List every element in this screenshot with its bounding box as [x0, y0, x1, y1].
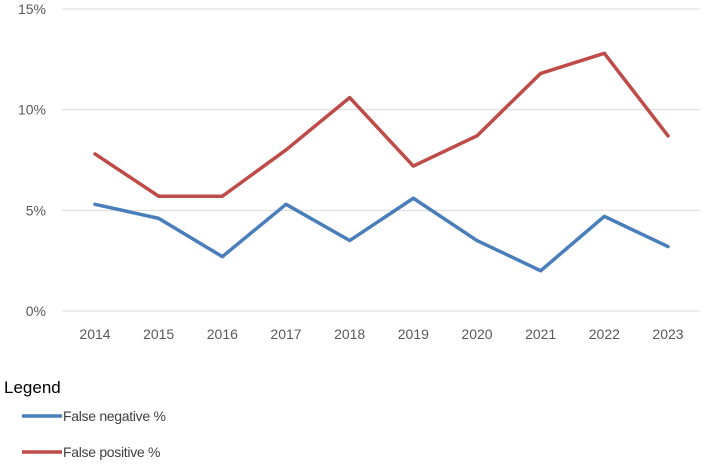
data-point — [348, 239, 352, 243]
data-point — [539, 269, 543, 273]
data-point — [475, 239, 479, 243]
x-tick-label: 2018 — [334, 326, 365, 342]
data-point — [157, 216, 161, 220]
data-point — [220, 194, 224, 198]
x-tick-label: 2016 — [207, 326, 238, 342]
data-point — [93, 202, 97, 206]
data-point — [475, 134, 479, 138]
y-tick-label: 10% — [18, 102, 46, 118]
data-point — [284, 148, 288, 152]
x-tick-label: 2023 — [652, 326, 683, 342]
series-line — [93, 196, 670, 273]
data-point — [602, 51, 606, 55]
data-point — [411, 196, 415, 200]
series-lines — [93, 51, 670, 273]
data-point — [602, 214, 606, 218]
legend-label: False positive % — [63, 444, 160, 460]
x-tick-label: 2015 — [143, 326, 174, 342]
data-point — [348, 96, 352, 100]
x-tick-label: 2022 — [589, 326, 620, 342]
x-tick-label: 2020 — [461, 326, 492, 342]
series-line — [93, 51, 670, 198]
x-tick-label: 2021 — [525, 326, 556, 342]
legend-title: Legend — [4, 378, 61, 397]
y-axis-tick-labels: 0% 5% 10% 15% — [18, 1, 46, 319]
series-false-positive — [93, 51, 670, 198]
data-point — [157, 194, 161, 198]
series-false-negative — [93, 196, 670, 273]
data-point — [220, 255, 224, 259]
data-point — [411, 164, 415, 168]
x-tick-label: 2014 — [79, 326, 110, 342]
x-tick-label: 2019 — [398, 326, 429, 342]
data-point — [539, 71, 543, 75]
y-tick-label: 0% — [26, 303, 46, 319]
data-point — [93, 152, 97, 156]
x-axis-tick-labels: 2014 2015 2016 2017 2018 2019 2020 2021 2022 2023 — [79, 326, 683, 342]
data-point — [666, 245, 670, 249]
x-tick-label: 2017 — [270, 326, 301, 342]
legend: Legend False negative % False positive % — [4, 378, 166, 460]
legend-label: False negative % — [63, 408, 166, 424]
data-point — [284, 202, 288, 206]
data-point — [666, 134, 670, 138]
gridlines — [62, 8, 700, 312]
y-tick-label: 5% — [26, 202, 46, 218]
y-tick-label: 15% — [18, 1, 46, 17]
